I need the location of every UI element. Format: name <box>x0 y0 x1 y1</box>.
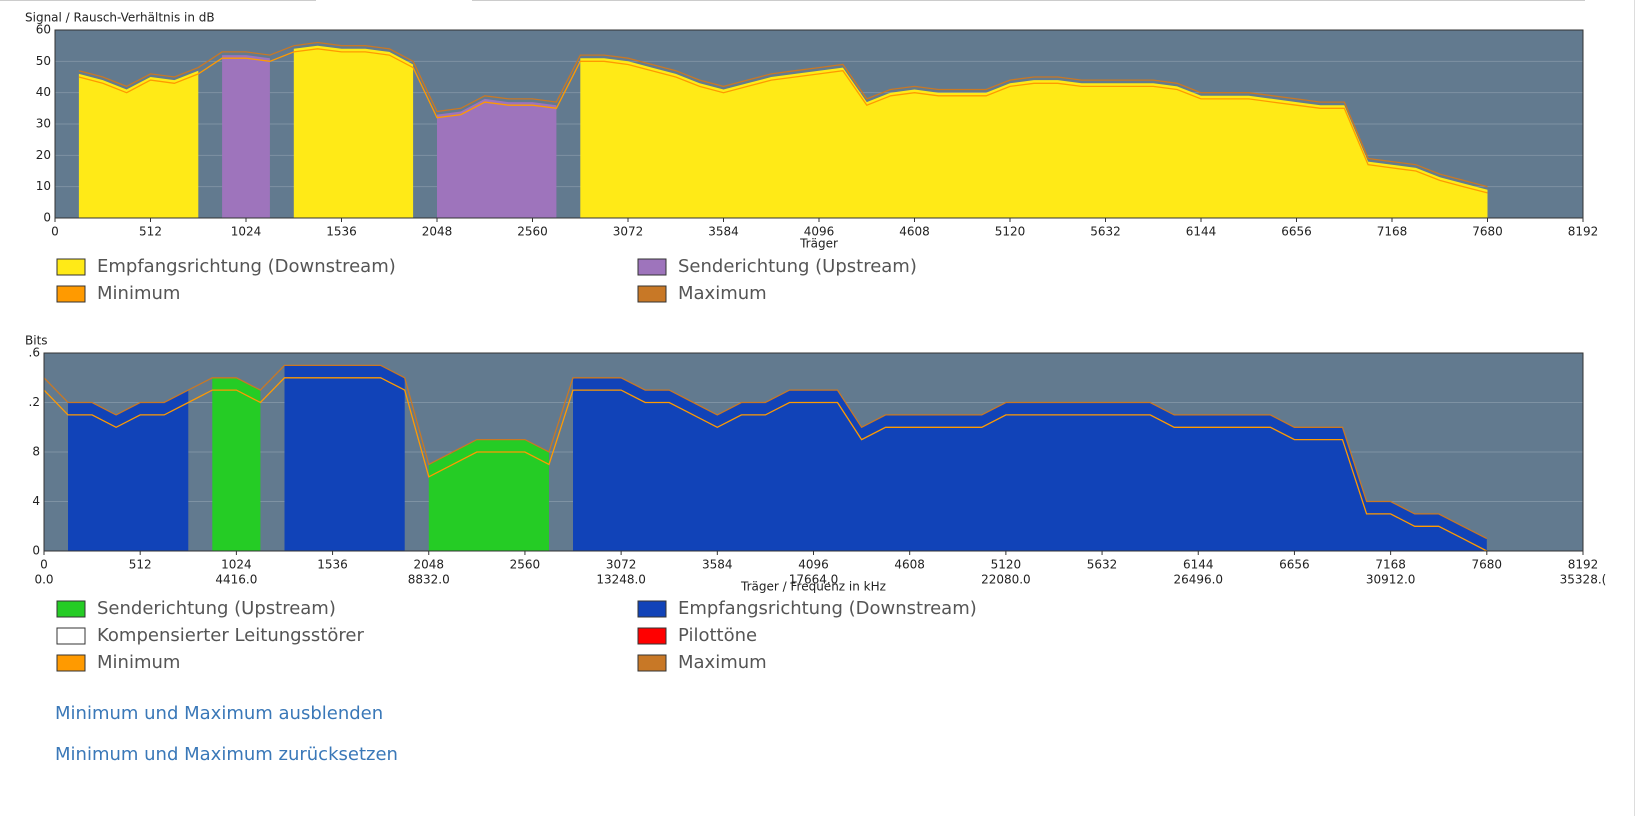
y-tick-label: 0 <box>32 544 40 558</box>
y-axis-label: Signal / Rausch-Verhältnis in dB <box>25 11 215 25</box>
legend-swatch <box>56 627 86 645</box>
legend-label: Minimum <box>97 283 180 304</box>
legend-label: Senderichtung (Upstream) <box>678 256 917 277</box>
plot-frame <box>54 29 1584 219</box>
x-tick-label: 4096 <box>804 225 835 239</box>
x-tick-label: 2048 <box>413 558 444 572</box>
x-tick-label: 6144 <box>1183 558 1214 572</box>
legend-label: Empfangsrichtung (Downstream) <box>678 598 977 619</box>
y-tick-label: 60 <box>36 23 51 37</box>
x-tick-label: 512 <box>139 225 162 239</box>
x-tick-label: 512 <box>129 558 152 572</box>
y-tick-label: 10 <box>36 179 51 193</box>
area <box>68 365 1487 551</box>
y-tick-label: 0 <box>43 211 51 225</box>
x-tick-label: 8192 <box>1568 225 1599 239</box>
x-tick-label: 4608 <box>894 558 925 572</box>
y-tick-label: 30 <box>36 117 51 131</box>
x-tick-label: 3072 <box>606 558 637 572</box>
x2-tick-label: 22080.0 <box>981 573 1031 587</box>
y-tick-label: 4 <box>32 494 40 508</box>
x-tick-label: 1024 <box>231 225 262 239</box>
x2-tick-label: 8832.0 <box>408 573 450 587</box>
x-tick-label: 3072 <box>613 225 644 239</box>
line <box>43 364 1488 540</box>
x-tick-label: 3584 <box>708 225 739 239</box>
y-tick-label: 8 <box>32 445 40 459</box>
x2-tick-label: 30912.0 <box>1366 573 1416 587</box>
legend-swatch <box>637 654 667 672</box>
x-tick-label: 2560 <box>517 225 548 239</box>
legend-swatch <box>56 654 86 672</box>
x-tick-label: 6656 <box>1281 225 1312 239</box>
link[interactable]: Minimum und Maximum zurücksetzen <box>55 744 398 765</box>
x-tick-label: 7168 <box>1377 225 1408 239</box>
legend-swatch <box>637 627 667 645</box>
y-tick-label: .2 <box>29 395 40 409</box>
legend-swatch <box>637 285 667 303</box>
legend-swatch <box>637 258 667 276</box>
x-tick-label: 7680 <box>1472 558 1503 572</box>
line <box>78 41 1488 188</box>
line <box>43 377 1488 552</box>
legend-swatch <box>56 285 86 303</box>
x-tick-label: 3584 <box>702 558 733 572</box>
legend-label: Maximum <box>678 283 767 304</box>
x-tick-label: 4096 <box>798 558 829 572</box>
x-tick-label: 7168 <box>1375 558 1406 572</box>
y-tick-label: 50 <box>36 54 51 68</box>
x-tick-label: 7680 <box>1472 225 1503 239</box>
x2-tick-label: 4416.0 <box>215 573 257 587</box>
x-tick-label: 0 <box>40 558 48 572</box>
x-tick-label: 0 <box>51 225 59 239</box>
area <box>78 45 1488 219</box>
legend-label: Maximum <box>678 652 767 673</box>
area <box>222 55 557 218</box>
x-tick-label: 6144 <box>1186 225 1217 239</box>
legend-swatch <box>637 600 667 618</box>
legend-swatch <box>56 258 86 276</box>
line <box>78 48 1488 194</box>
x-tick-label: 4608 <box>899 225 930 239</box>
legend-label: Minimum <box>97 652 180 673</box>
plot-frame <box>43 352 1584 552</box>
x-axis-label: Träger <box>799 237 838 251</box>
legend-label: Kompensierter Leitungsstörer <box>97 625 364 646</box>
legend-swatch <box>56 600 86 618</box>
link[interactable]: Minimum und Maximum ausblenden <box>55 703 383 724</box>
legend-label: Senderichtung (Upstream) <box>97 598 336 619</box>
legend-label: Pilottöne <box>678 625 757 646</box>
x2-tick-label: 0.0 <box>34 573 53 587</box>
x2-tick-label: 26496.0 <box>1173 573 1223 587</box>
x-tick-label: 2048 <box>422 225 453 239</box>
x2-tick-label: 35328.( <box>1560 573 1607 587</box>
x2-tick-label: 17664.0 <box>789 573 839 587</box>
y-tick-label: 20 <box>36 148 51 162</box>
x-tick-label: 1536 <box>317 558 348 572</box>
area <box>44 377 549 551</box>
legend-label: Empfangsrichtung (Downstream) <box>97 256 396 277</box>
y-tick-label: .6 <box>29 346 40 360</box>
x-tick-label: 8192 <box>1568 558 1599 572</box>
x-tick-label: 5632 <box>1090 225 1121 239</box>
x-axis-label: Träger / Frequenz in kHz <box>740 580 886 594</box>
x-tick-label: 2560 <box>510 558 541 572</box>
x-tick-label: 5120 <box>995 225 1026 239</box>
x-tick-label: 5632 <box>1087 558 1118 572</box>
y-tick-label: 40 <box>36 85 51 99</box>
x-tick-label: 5120 <box>991 558 1022 572</box>
y-axis-label: Bits <box>25 334 48 348</box>
x-tick-label: 1536 <box>326 225 357 239</box>
x2-tick-label: 13248.0 <box>596 573 646 587</box>
x-tick-label: 1024 <box>221 558 252 572</box>
x-tick-label: 6656 <box>1279 558 1310 572</box>
